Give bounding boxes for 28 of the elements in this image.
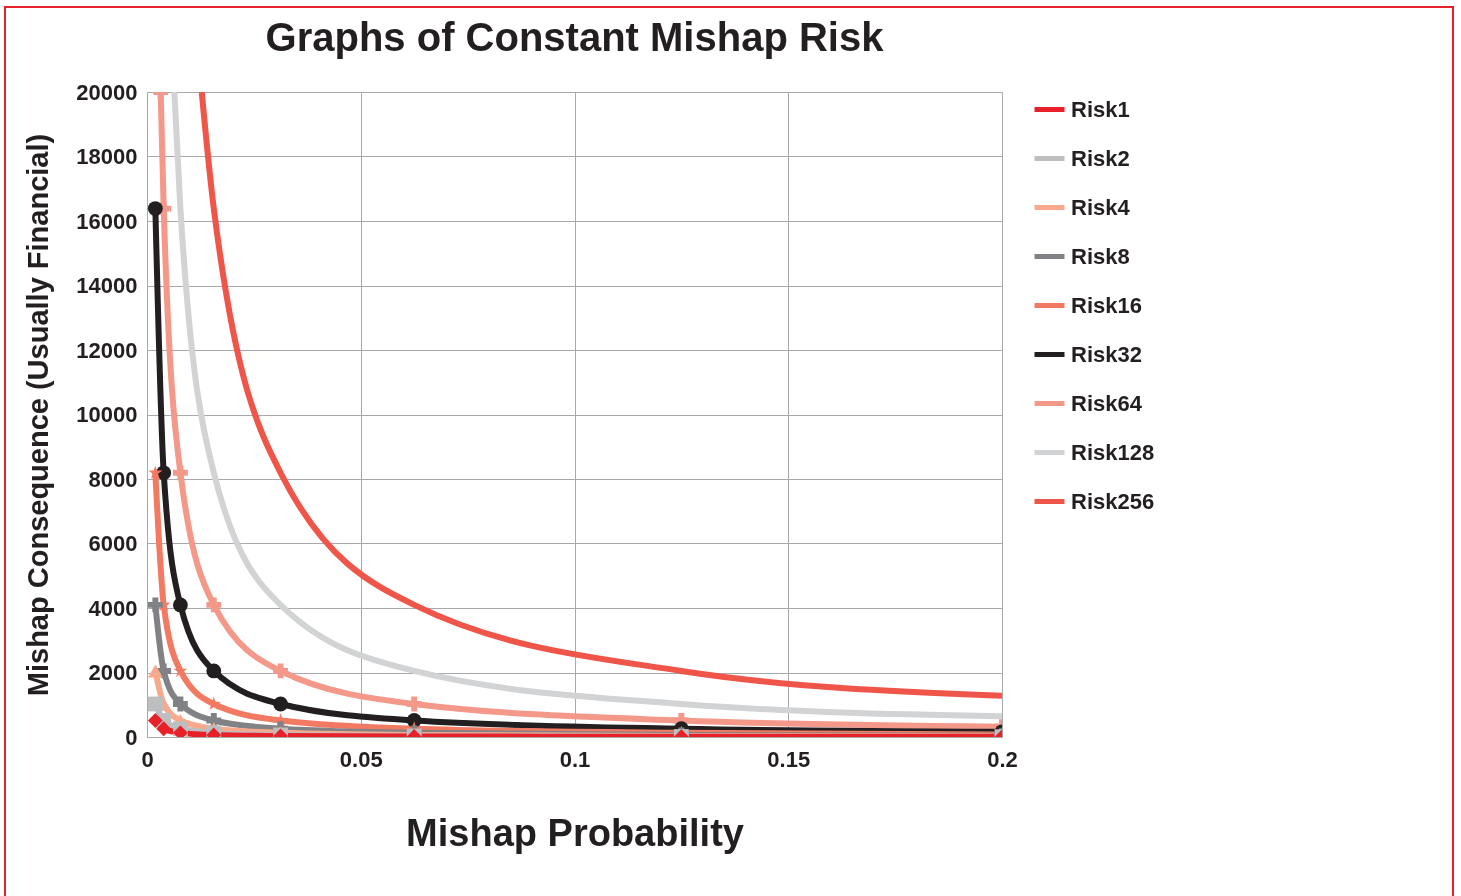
legend-label: Risk1	[1071, 96, 1130, 122]
y-tick-label: 4000	[88, 595, 138, 621]
legend-label: Risk2	[1071, 145, 1130, 171]
chart-title: Graphs of Constant Mishap Risk	[265, 15, 885, 59]
x-tick-label: 0.2	[987, 746, 1018, 772]
x-tick-label: 0.15	[767, 746, 811, 772]
legend-label: Risk64	[1071, 390, 1143, 416]
legend-label: Risk256	[1071, 488, 1155, 514]
legend-label: Risk4	[1071, 194, 1131, 220]
y-tick-label: 10000	[76, 402, 138, 427]
y-tick-label: 16000	[76, 208, 138, 234]
y-axis-title: Mishap Consequence (Usually Financial)	[22, 133, 55, 697]
legend-label: Risk16	[1071, 292, 1142, 318]
legend-label: Risk8	[1071, 243, 1130, 269]
x-tick-label: 0.1	[559, 746, 591, 772]
y-tick-label: 20000	[76, 79, 138, 105]
x-tick-label: 0	[141, 746, 154, 772]
y-tick-label: 6000	[88, 531, 138, 556]
x-tick-label: 0.05	[339, 746, 383, 772]
y-tick-label: 2000	[88, 660, 138, 685]
y-tick-label: 14000	[76, 273, 138, 298]
y-tick-label: 0	[125, 724, 138, 750]
y-tick-label: 8000	[88, 466, 138, 492]
x-axis-title: Mishap Probability	[406, 811, 744, 854]
y-tick-label: 12000	[76, 337, 138, 363]
legend-label: Risk128	[1071, 439, 1155, 465]
legend-label: Risk32	[1071, 341, 1142, 367]
y-tick-label: 18000	[76, 144, 138, 169]
